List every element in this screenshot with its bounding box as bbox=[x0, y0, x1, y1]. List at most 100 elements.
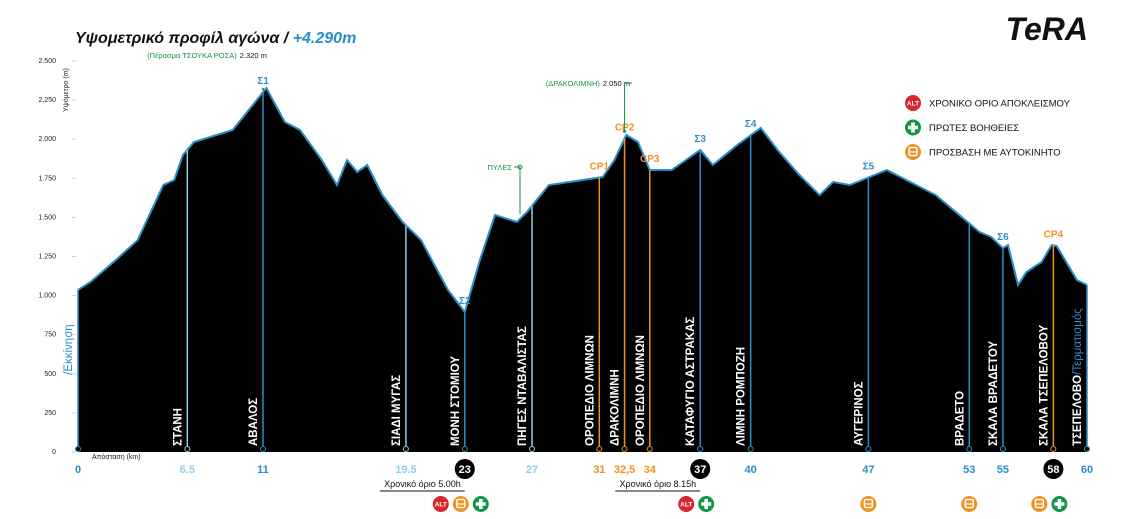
annotation: ΠΥΛΕΣ bbox=[487, 163, 512, 172]
x-tick-label: 32,5 bbox=[614, 464, 635, 476]
waypoint-name-text: ΟΡΟΠΕΔΙΟ ΛΙΜΝΩΝ bbox=[584, 335, 596, 446]
icon-car bbox=[1031, 496, 1048, 512]
x-tick-label: 34 bbox=[644, 464, 657, 476]
annotation-text: ΠΥΛΕΣ bbox=[487, 163, 512, 172]
annotation: (ΔΡΑΚΟΛΙΜΝΗ) 2.050 m bbox=[546, 79, 630, 88]
x-tick-label: 31 bbox=[593, 464, 605, 476]
waypoint-suffix: /Εκκίνηση bbox=[63, 324, 75, 375]
waypoint-name-text: ΣΙΑΔΙ ΜΥΓΑΣ bbox=[391, 375, 403, 446]
y-tick-label: 500 bbox=[44, 371, 56, 378]
annotation-leader bbox=[514, 166, 521, 214]
x-tick-label: 19.5 bbox=[395, 464, 416, 476]
legend-label: ΧΡΟΝΙΚΟ ΟΡΙΟ ΑΠΟΚΛΕΙΣΜΟΥ bbox=[929, 99, 1071, 110]
waypoint-name-text: ΜΟΝΗ ΣΤΟΜΙΟΥ bbox=[450, 356, 462, 446]
y-axis-label: Υψόμετρο (m) bbox=[62, 68, 70, 112]
waypoint-name: ΣΤΑΝΗ bbox=[172, 408, 184, 446]
icon-cross bbox=[908, 122, 918, 133]
km-badge bbox=[1043, 459, 1064, 479]
title-highlight: +4.290m bbox=[293, 30, 357, 47]
waypoint-name-text: ΚΑΤΑΦΥΓΙΟ ΑΣΤΡΑΚΑΣ bbox=[685, 317, 697, 446]
y-tick-label: 2.250 bbox=[38, 97, 56, 104]
cutoff: Χρονικό όριο 5.00h bbox=[384, 479, 461, 489]
y-tick-label: 2.000 bbox=[38, 136, 56, 143]
icon-text: ALT bbox=[907, 101, 919, 108]
waypoint-name: ΠΗΓΕΣ ΝΤΑΒΑΛΙΣΤΑΣ bbox=[517, 326, 529, 446]
icon-car bbox=[452, 496, 469, 512]
y-tick-label: 0 bbox=[52, 449, 56, 456]
waypoint-name: ΣΙΑΔΙ ΜΥΓΑΣ bbox=[391, 375, 403, 446]
waypoint-base bbox=[697, 446, 704, 452]
y-tick-label: 1.500 bbox=[38, 214, 56, 221]
chart-title: Υψομετρικό προφίλ αγώνα / +4.290m bbox=[75, 30, 356, 47]
x-tick-label: 55 bbox=[997, 464, 1009, 476]
waypoint-base bbox=[184, 446, 191, 452]
icon-text: ALT bbox=[435, 502, 447, 509]
waypoint-name: ΜΟΝΗ ΣΤΟΜΙΟΥ bbox=[450, 356, 462, 446]
waypoint-name: ΒΡΑΔΕΤΟ bbox=[954, 391, 966, 446]
y-tick-label: 750 bbox=[44, 332, 56, 339]
km-badge bbox=[690, 459, 711, 479]
waypoint-name-text: ΠΗΓΕΣ ΝΤΑΒΑΛΙΣΤΑΣ bbox=[517, 326, 529, 446]
legend-label: ΠΡΩΤΕΣ ΒΟΗΘΕΙΕΣ bbox=[929, 123, 1019, 134]
icon-car bbox=[860, 496, 877, 512]
waypoint-base bbox=[966, 446, 973, 452]
icon-aid bbox=[698, 496, 715, 512]
x-tick-label: 37 bbox=[694, 464, 706, 476]
station-label: Σ1 bbox=[257, 76, 269, 87]
waypoint-name: ΤΣΕΠΕΛΟΒΟ/Εκκίνηση bbox=[63, 324, 75, 446]
waypoint-name-text: ΟΡΟΠΕΔΙΟ ΛΙΜΝΩΝ bbox=[635, 335, 647, 446]
x-tick-label: 0 bbox=[75, 464, 81, 476]
waypoint-name-text: ΛΙΜΝΗ ΡΟΜΠΟΖΗ bbox=[736, 347, 748, 446]
km-badge bbox=[454, 459, 475, 479]
y-tick-label: 1.750 bbox=[38, 175, 56, 182]
station-label: CP1 bbox=[590, 162, 610, 173]
station-label: Σ4 bbox=[745, 119, 757, 130]
station-label: CP4 bbox=[1044, 229, 1064, 240]
waypoint-name: ΛΙΜΝΗ ΡΟΜΠΟΖΗ bbox=[736, 347, 748, 446]
station-label: Σ5 bbox=[863, 162, 875, 173]
y-tick-label: 1.250 bbox=[38, 254, 56, 261]
x-tick-label: 47 bbox=[862, 464, 874, 476]
waypoint-name-text: ΑΒΑΛΟΣ bbox=[248, 398, 260, 446]
icon-car bbox=[905, 144, 921, 160]
title-text: Υψομετρικό προφίλ αγώνα / bbox=[75, 30, 293, 47]
icon-alt: ALT bbox=[905, 95, 921, 111]
waypoint-name: ΑΥΓΕΡΙΝΟΣ bbox=[853, 381, 865, 446]
icon-cross bbox=[701, 499, 712, 509]
icon-text: ALT bbox=[680, 502, 692, 509]
annotation-leader bbox=[624, 82, 632, 132]
annotation-point bbox=[623, 129, 627, 133]
profile-line bbox=[77, 86, 1088, 315]
annotation-elevation: 2.050 m bbox=[603, 79, 630, 88]
annotation-point bbox=[261, 87, 265, 91]
station-label: Σ6 bbox=[997, 232, 1009, 243]
waypoint-name-text: ΤΣΕΠΕΛΟΒΟ bbox=[63, 375, 75, 446]
waypoint-base bbox=[1050, 446, 1057, 452]
icon-cross bbox=[1054, 499, 1065, 509]
x-tick-label: 23 bbox=[459, 464, 471, 476]
annotation-point bbox=[517, 164, 523, 170]
waypoint-name: ΟΡΟΠΕΔΙΟ ΛΙΜΝΩΝ bbox=[584, 335, 596, 446]
icon-cross bbox=[475, 499, 486, 509]
waypoint-base bbox=[747, 446, 754, 452]
waypoint-base bbox=[529, 446, 536, 452]
x-tick-label: 6.5 bbox=[180, 464, 195, 476]
brand: TeRA bbox=[1006, 11, 1088, 47]
y-tick-label: 2.500 bbox=[38, 58, 56, 65]
icon-aid bbox=[905, 119, 921, 136]
waypoint-base bbox=[461, 446, 468, 452]
x-tick-label: 11 bbox=[257, 464, 269, 476]
waypoint-name-text: ΤΣΕΠΕΛΟΒΟ bbox=[1072, 375, 1084, 446]
x-tick-label: 60 bbox=[1081, 464, 1093, 476]
waypoint-name-text: ΔΡΑΚΟΛΙΜΝΗ bbox=[610, 369, 622, 446]
icon-bg bbox=[432, 496, 449, 512]
waypoint-name: ΟΡΟΠΕΔΙΟ ΛΙΜΝΩΝ bbox=[635, 335, 647, 446]
waypoint-base bbox=[999, 446, 1006, 452]
waypoint-base bbox=[621, 446, 628, 452]
x-tick-label: 27 bbox=[526, 464, 538, 476]
station-label: Σ2 bbox=[459, 296, 471, 307]
waypoint-base bbox=[646, 446, 653, 452]
waypoint-name: ΣΚΑΛΑ ΤΣΕΠΕΛΟΒΟΥ bbox=[1038, 325, 1050, 446]
y-tick-label: 250 bbox=[44, 410, 56, 417]
